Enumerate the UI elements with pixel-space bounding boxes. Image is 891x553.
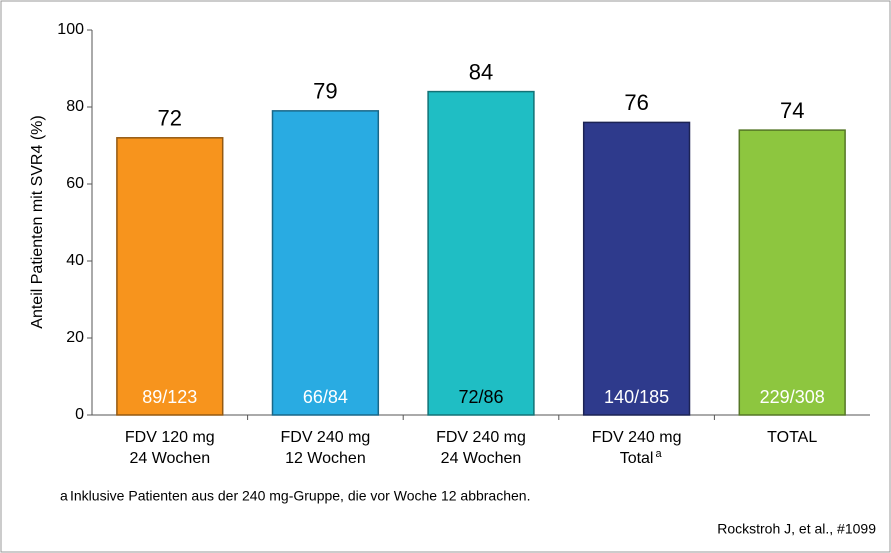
- value-label: 79: [313, 79, 337, 104]
- value-label: 84: [469, 59, 493, 84]
- x-tick-label: FDV 120 mg: [125, 429, 215, 446]
- footnote-marker: a: [60, 488, 68, 504]
- bar: [427, 90, 535, 416]
- category-mark: a: [655, 448, 662, 460]
- bar: [738, 129, 846, 416]
- x-tick-label: 24 Wochen: [129, 450, 210, 467]
- n-label: 66/84: [303, 387, 348, 407]
- n-label: 140/185: [604, 387, 669, 407]
- value-label: 72: [158, 106, 182, 131]
- y-tick-label: 20: [66, 329, 84, 346]
- x-tick-label: FDV 240 mg: [280, 429, 370, 446]
- n-label: 72/86: [458, 387, 503, 407]
- x-tick-label: 24 Wochen: [441, 450, 522, 467]
- value-label: 74: [780, 98, 804, 123]
- y-tick-label: 100: [57, 21, 84, 38]
- bar: [116, 137, 224, 416]
- n-label: 229/308: [760, 387, 825, 407]
- x-tick-label: TOTAL: [767, 429, 817, 446]
- y-axis-label: Anteil Patienten mit SVR4 (%): [29, 115, 46, 328]
- value-label: 76: [624, 90, 648, 115]
- x-tick-label: Total: [620, 450, 654, 467]
- y-tick-label: 80: [66, 98, 84, 115]
- bar: [582, 121, 691, 416]
- x-tick-label: FDV 240 mg: [436, 429, 526, 446]
- n-label: 89/123: [142, 387, 197, 407]
- x-tick-label: 12 Wochen: [285, 450, 366, 467]
- source: Rockstroh J, et al., #1099: [717, 521, 876, 537]
- footnote: Inklusive Patienten aus der 240 mg-Grupp…: [70, 488, 530, 504]
- bar: [271, 110, 380, 416]
- y-tick-label: 40: [66, 252, 84, 269]
- x-tick-label: FDV 240 mg: [592, 429, 682, 446]
- y-tick-label: 0: [75, 406, 84, 423]
- y-tick-label: 60: [66, 175, 84, 192]
